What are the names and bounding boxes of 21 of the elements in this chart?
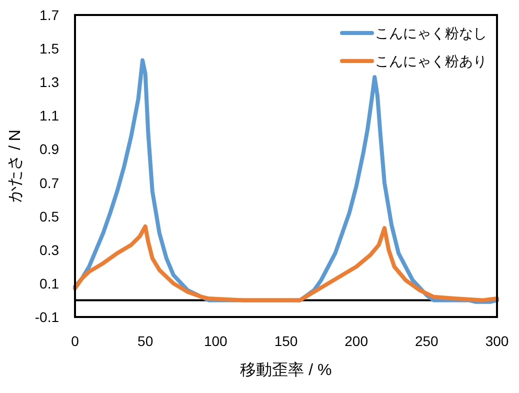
y-axis-title: かたさ / N: [7, 130, 24, 202]
y-tick-label: 0.9: [40, 141, 60, 158]
x-tick-label: 200: [344, 333, 368, 349]
x-tick-label: 300: [485, 333, 509, 349]
legend-label: こんにゃく粉なし: [375, 25, 487, 41]
x-tick-label: 250: [414, 333, 439, 349]
x-tick-label: 100: [204, 333, 228, 349]
y-tick-label: 1.5: [40, 40, 60, 57]
y-tick-label: 1.1: [40, 108, 60, 124]
x-axis-title: 移動歪率 / %: [240, 361, 332, 379]
y-tick-label: 0.7: [40, 174, 60, 191]
x-tick-label: 50: [138, 333, 154, 349]
y-tick-label: -0.1: [34, 309, 60, 325]
y-tick-label: 1.7: [40, 7, 60, 23]
legend-label: こんにゃく粉あり: [375, 53, 487, 69]
x-tick-label: 150: [274, 333, 298, 349]
y-tick-label: 0.5: [40, 208, 60, 224]
y-tick-label: 0.1: [40, 275, 60, 292]
y-tick-label: 1.3: [40, 74, 60, 90]
x-tick-label: 0: [71, 333, 80, 349]
y-tick-label: 0.3: [40, 242, 60, 258]
